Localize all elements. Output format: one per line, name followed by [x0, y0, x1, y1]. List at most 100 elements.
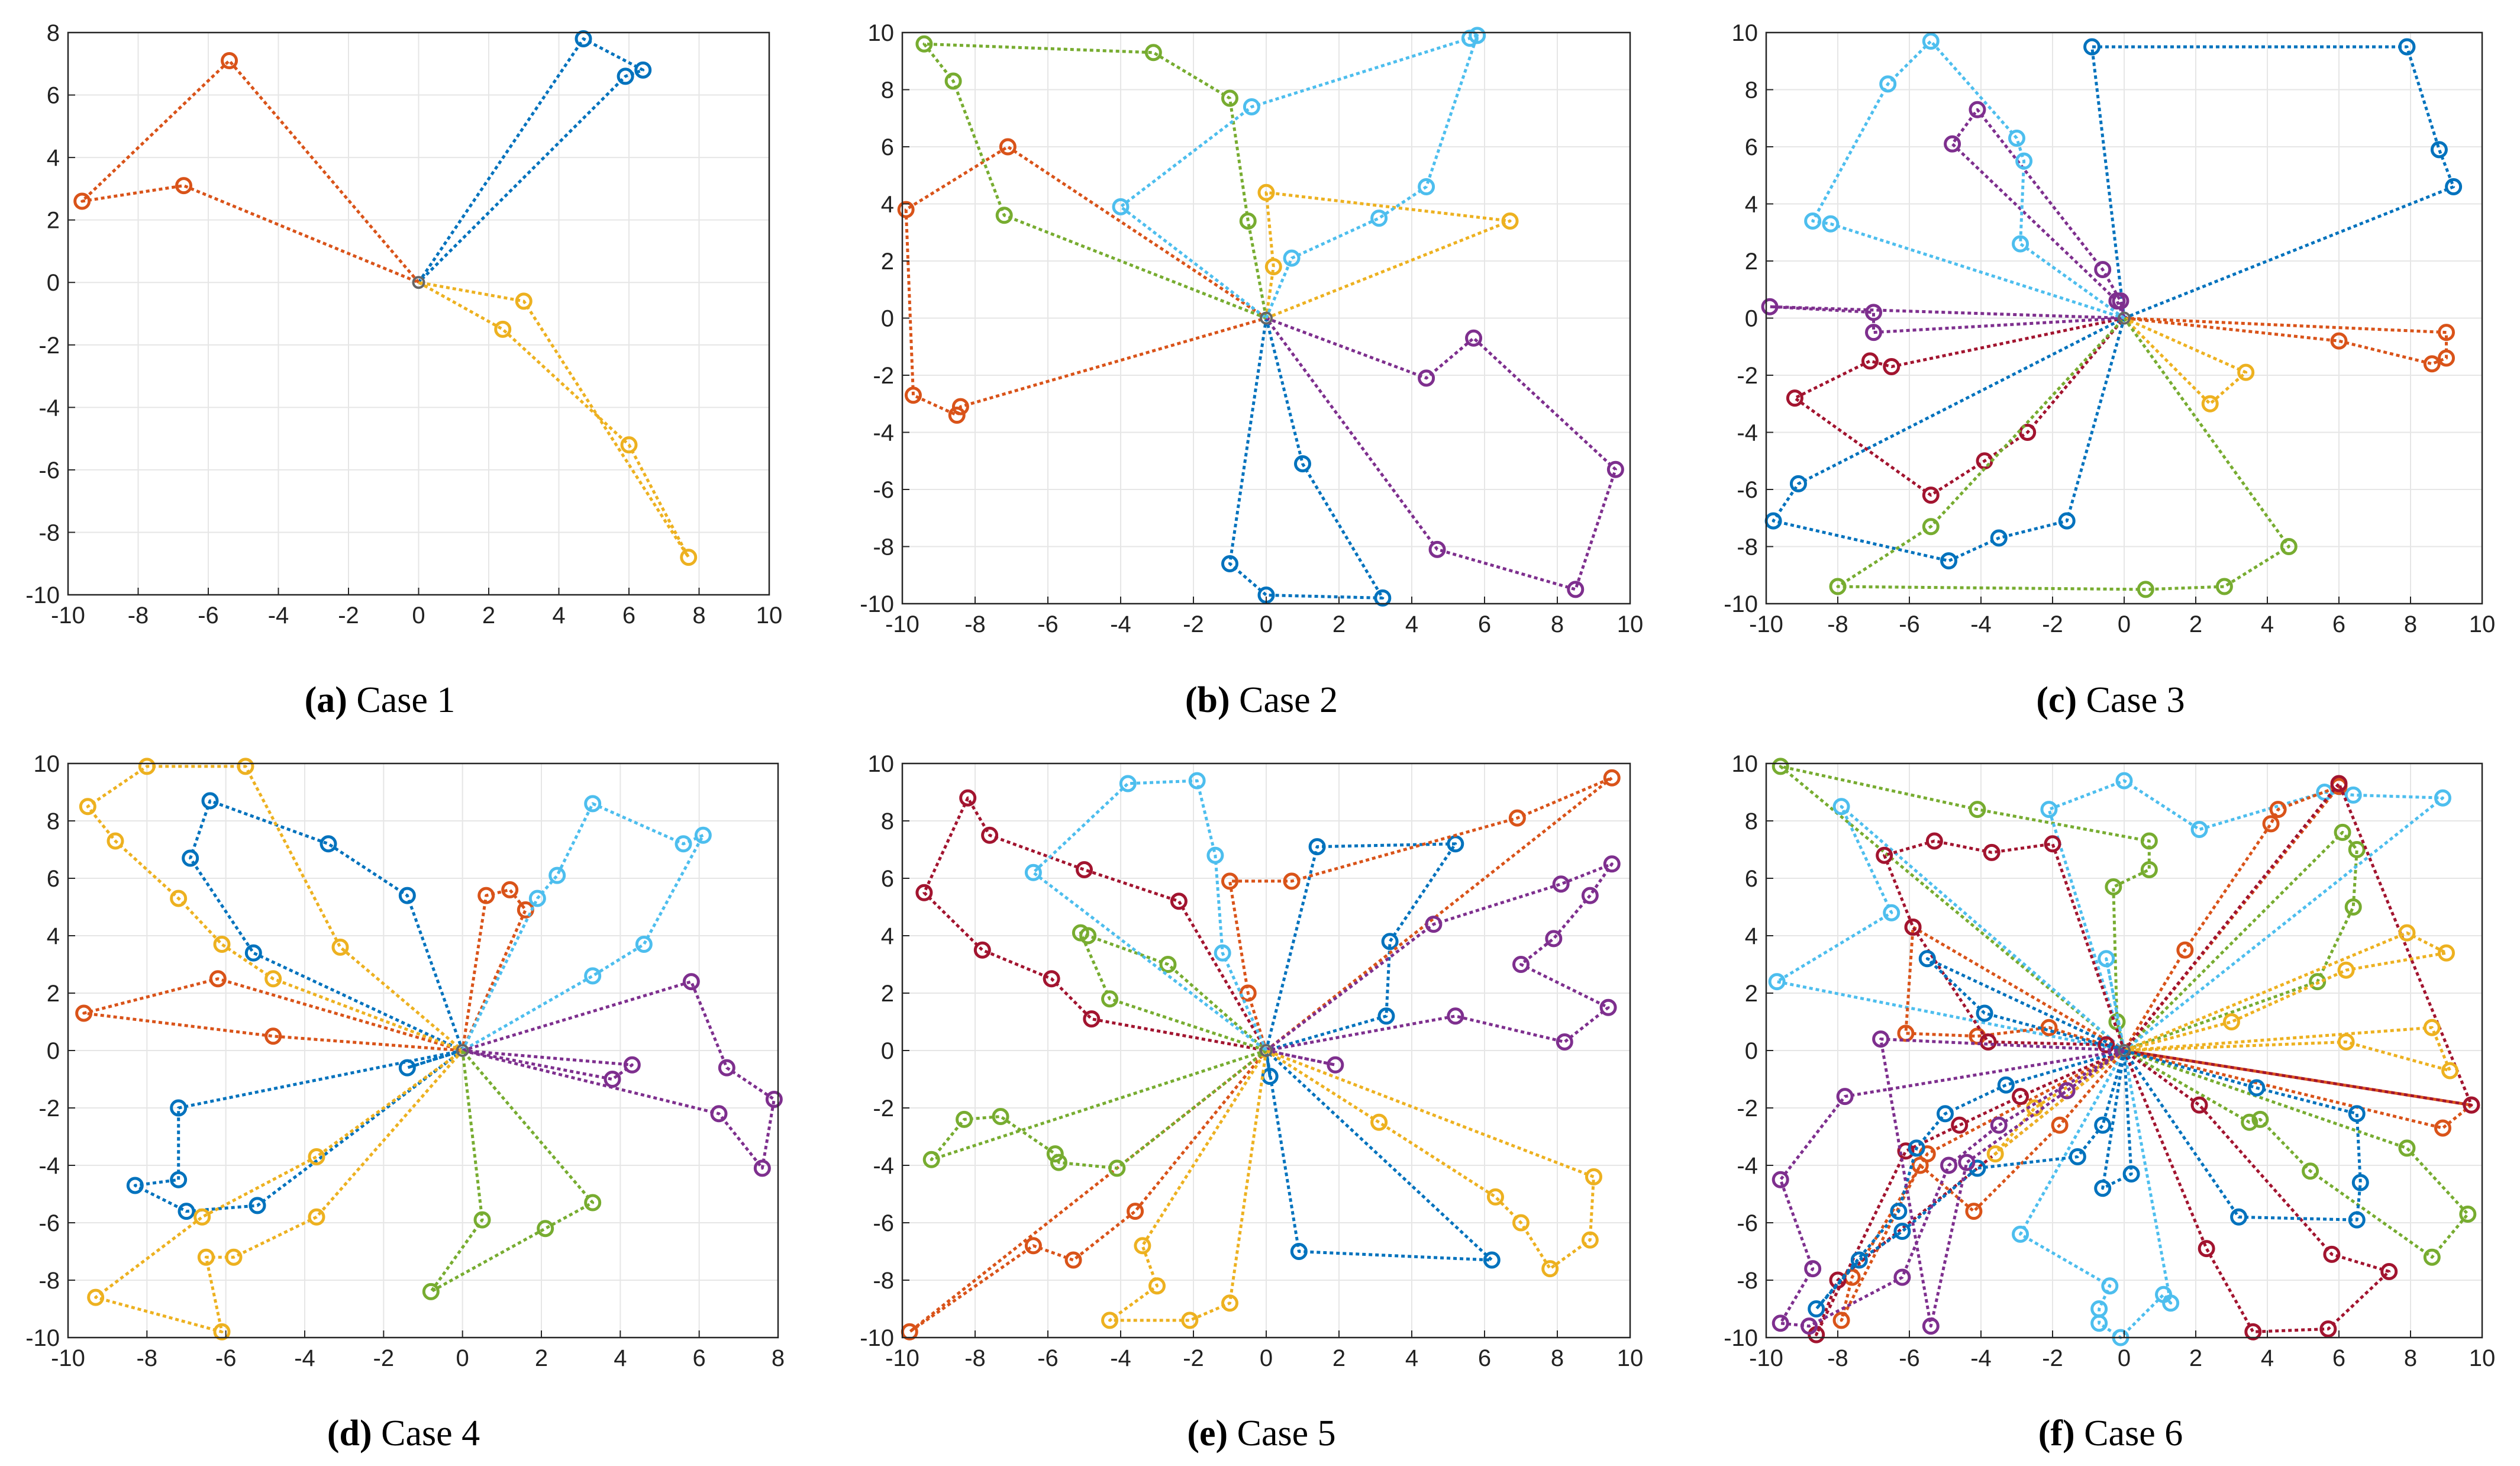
data-point-e-10-2: [1072, 924, 1089, 942]
y-tick-label-e: 10: [868, 751, 895, 777]
data-point-e-6-1: [1552, 875, 1570, 893]
panel-f: -10 -8 -6 -4 -2 0 2 4 6 8 10 -10 -8 -6 -4 -2 0 2 4 6 8 10 (f)…: [1724, 751, 2495, 1454]
data-point-c-1-1: [1990, 529, 2008, 547]
data-point-f-3-0: [2040, 801, 2058, 819]
x-tick-label-f: 4: [2261, 1345, 2274, 1371]
data-point-e-9-4: [1134, 1237, 1151, 1255]
data-point-d-6-2: [197, 1248, 215, 1266]
x-tick-label-c: 4: [2261, 611, 2274, 637]
x-tick-label-c: -8: [1827, 611, 1848, 637]
x-tick-label-d: 6: [693, 1345, 706, 1371]
depot-marker-f: [2118, 1044, 2131, 1057]
data-point-f-12-1: [2463, 1096, 2480, 1114]
data-point-c-0-1: [2398, 38, 2416, 56]
data-point-d-8-0: [682, 973, 700, 991]
data-point-e-5-5: [973, 941, 991, 959]
caption-label-b: (b): [1185, 680, 1230, 720]
route-line-e-9: [1108, 1049, 1268, 1322]
data-point-e-0-3: [1377, 1007, 1395, 1025]
route-line-e-8: [1265, 1049, 1595, 1271]
x-tick-label-d: 4: [614, 1345, 627, 1371]
x-tick-label-c: 0: [2118, 611, 2131, 637]
data-point-f-21-4: [2248, 1079, 2266, 1097]
route-line-f-13: [2122, 1049, 2391, 1333]
route-line-f-1: [2123, 830, 2358, 1052]
route-line-b-4: [922, 42, 1268, 320]
data-point-b-5-1: [1370, 210, 1388, 227]
y-tick-label-a: -6: [38, 457, 60, 484]
y-tick-label-b: -10: [860, 591, 894, 617]
data-point-c-1-2: [1940, 552, 1958, 570]
data-point-c-2-1: [2438, 349, 2455, 367]
y-tick-label-b: -8: [873, 534, 894, 560]
y-tick-label-a: -4: [38, 395, 60, 421]
plot-area-a: -10 -8 -6 -4 -2 0 2 4 6 8 10 -10 -8 -6 -4 -2 0 2 4 6 8: [25, 20, 782, 629]
data-point-e-6-4: [1545, 930, 1563, 948]
caption-text-a: Case 1: [356, 680, 455, 720]
data-point-e-6-8: [1447, 1007, 1464, 1025]
data-point-f-10-5: [2051, 1116, 2069, 1134]
route-line-d-10: [429, 1049, 595, 1293]
x-tick-label-b: 10: [1617, 611, 1644, 637]
x-tick-label-e: 10: [1617, 1345, 1644, 1371]
data-point-d-6-0: [308, 1208, 325, 1226]
data-point-d-10-0: [473, 1211, 491, 1229]
data-point-f-0-0: [1772, 758, 1789, 775]
data-point-d-7-5: [635, 936, 653, 953]
data-point-c-0-0: [2083, 38, 2101, 56]
x-tick-label-c: -6: [1899, 611, 1920, 637]
route-line-d-7: [461, 802, 705, 1052]
route-line-f-11: [1883, 839, 2126, 1052]
data-point-d-6-6: [308, 1148, 325, 1165]
x-tick-label-f: -8: [1827, 1345, 1848, 1371]
y-tick-label-b: 0: [881, 306, 894, 332]
y-tick-label-f: 6: [1745, 866, 1758, 892]
data-point-f-1-0: [2334, 823, 2351, 841]
data-point-e-5-6: [1043, 970, 1060, 988]
data-point-f-11-0: [2044, 835, 2061, 853]
x-tick-label-c: 10: [2469, 611, 2496, 637]
data-point-c-7-2: [2137, 581, 2154, 598]
data-point-e-3-2: [1283, 872, 1301, 890]
data-point-f-13-5: [2190, 1096, 2208, 1114]
data-point-d-0-0: [398, 887, 416, 904]
x-tick-label-a: 2: [482, 602, 495, 629]
depot-marker-c: [2118, 311, 2131, 325]
data-point-d-1-2: [126, 1177, 144, 1194]
data-point-f-15-3: [2223, 1013, 2240, 1030]
y-tick-label-f: -10: [1724, 1325, 1758, 1351]
plot-area-f: -10 -8 -6 -4 -2 0 2 4 6 8 10 -10 -8 -6 -4 -2 0 2 4 6 8 10: [1724, 751, 2495, 1371]
data-point-a-0-2: [617, 67, 634, 85]
data-point-c-8-0: [2012, 235, 2029, 253]
data-point-c-2-0: [2438, 324, 2455, 341]
route-line-f-2: [2123, 1049, 2470, 1259]
data-point-b-1-4: [951, 398, 969, 415]
y-tick-label-f: -4: [1737, 1153, 1758, 1179]
y-tick-label-c: 4: [1745, 192, 1758, 218]
x-tick-label-b: 6: [1478, 611, 1491, 637]
data-point-f-13-2: [2319, 1320, 2337, 1338]
data-point-d-5-2: [170, 890, 188, 907]
route-line-f-14: [1815, 1049, 2125, 1336]
data-point-f-5-0: [2012, 1225, 2029, 1243]
route-line-d-9: [462, 1049, 634, 1081]
x-tick-label-d: -6: [215, 1345, 237, 1371]
data-point-e-5-0: [1170, 893, 1188, 910]
panel-a: -10 -8 -6 -4 -2 0 2 4 6 8 10 -10 -8 -6 -4 -2 0 2 4 6 8 (a) C…: [25, 20, 782, 720]
data-point-c-0-3: [2445, 178, 2463, 196]
plot-area-e: -10 -8 -6 -4 -2 0 2 4 6 8 10 -10 -8 -6 -4 -2 0 2 4 6 8 10: [860, 751, 1643, 1371]
route-line-a-0: [417, 37, 645, 283]
y-tick-label-c: 6: [1745, 134, 1758, 160]
data-point-f-14-3: [1951, 1116, 1969, 1134]
data-point-e-1-0: [1290, 1243, 1308, 1260]
y-tick-label-c: -6: [1737, 477, 1758, 503]
data-point-b-2-2: [1264, 258, 1282, 276]
data-point-d-0-3: [182, 849, 199, 867]
y-tick-label-f: 4: [1745, 923, 1758, 949]
data-point-b-2-0: [1501, 212, 1519, 230]
data-point-e-3-1: [1221, 872, 1238, 890]
x-tick-label-e: 0: [1260, 1345, 1273, 1371]
data-point-b-3-0: [1418, 369, 1435, 387]
data-point-e-11-5: [922, 1151, 940, 1168]
route-line-d-5: [86, 765, 464, 1052]
